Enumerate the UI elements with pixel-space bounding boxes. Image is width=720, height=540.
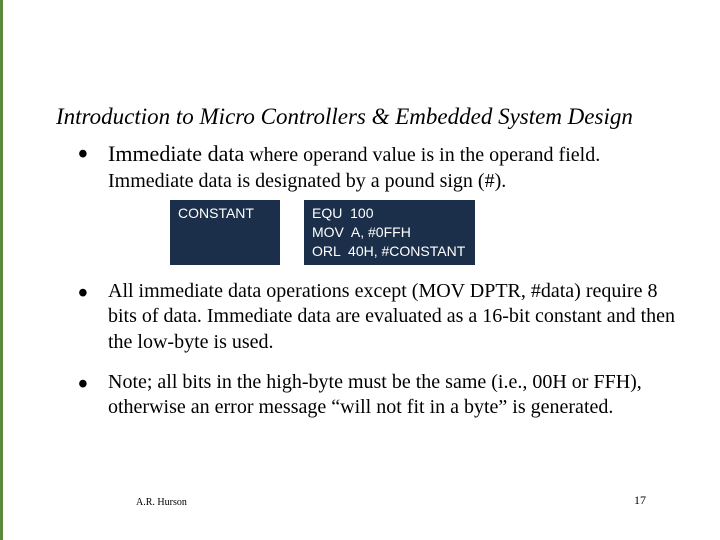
slide: Introduction to Micro Controllers & Embe… <box>0 0 720 540</box>
bullet-item: Immediate data where operand value is in… <box>78 140 676 265</box>
bullet-text: All immediate data operations except (MO… <box>108 280 675 353</box>
bullet-text: Note; all bits in the high-byte must be … <box>108 371 642 419</box>
bullet-item: Note; all bits in the high-byte must be … <box>78 370 676 421</box>
code-block: CONSTANT EQU 100 MOV A, #0FFH ORL 40H, #… <box>170 200 676 265</box>
bullet-lead: Immediate data <box>108 141 244 166</box>
slide-title: Introduction to Micro Controllers & Embe… <box>56 104 680 130</box>
bullet-list: Immediate data where operand value is in… <box>78 140 676 421</box>
accent-bar <box>0 0 3 540</box>
code-col-right: EQU 100 MOV A, #0FFH ORL 40H, #CONSTANT <box>304 200 475 265</box>
footer-page: 17 <box>634 493 646 508</box>
code-col-left: CONSTANT <box>170 200 280 265</box>
footer-author: A.R. Hurson <box>136 497 187 508</box>
bullet-item: All immediate data operations except (MO… <box>78 279 676 356</box>
slide-content: Immediate data where operand value is in… <box>78 140 676 435</box>
